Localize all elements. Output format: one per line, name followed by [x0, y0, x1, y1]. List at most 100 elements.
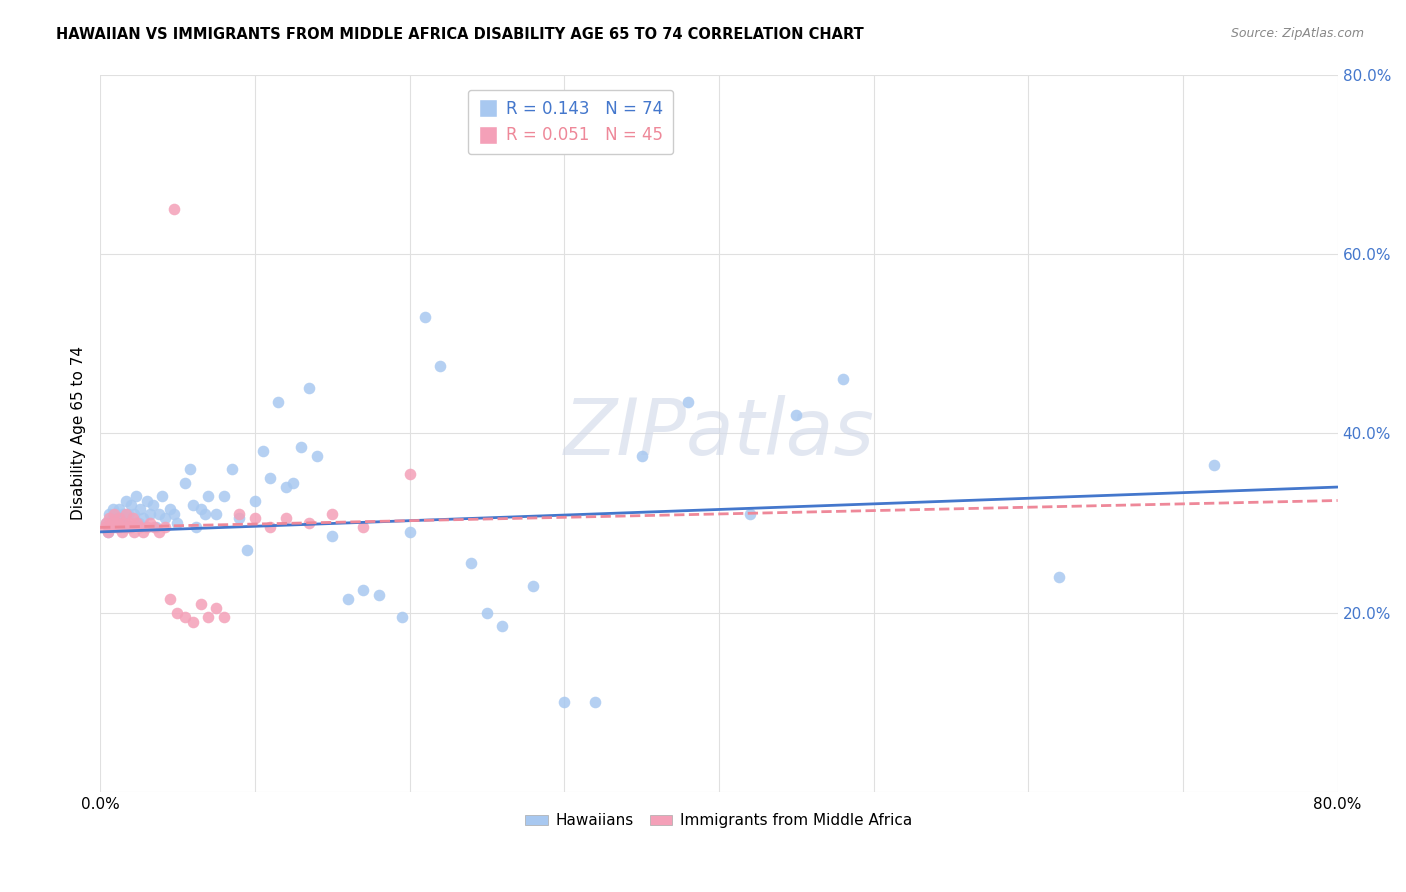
Point	[135, 493, 157, 508]
Point	[150, 489, 173, 503]
Point	[128, 516, 150, 530]
Point	[101, 511, 124, 525]
Point	[132, 511, 155, 525]
Point	[138, 507, 160, 521]
Point	[630, 449, 652, 463]
Point	[181, 498, 204, 512]
Point	[1047, 570, 1070, 584]
Point	[132, 524, 155, 539]
Point	[96, 516, 118, 530]
Point	[112, 516, 135, 530]
Point	[104, 520, 127, 534]
Point	[228, 511, 250, 525]
Point	[190, 502, 212, 516]
Point	[321, 507, 343, 521]
Point	[115, 493, 138, 508]
Point	[163, 507, 186, 521]
Text: HAWAIIAN VS IMMIGRANTS FROM MIDDLE AFRICA DISABILITY AGE 65 TO 74 CORRELATION CH: HAWAIIAN VS IMMIGRANTS FROM MIDDLE AFRIC…	[56, 27, 865, 42]
Point	[107, 502, 129, 516]
Point	[184, 520, 207, 534]
Point	[148, 507, 170, 521]
Point	[125, 489, 148, 503]
Point	[117, 507, 139, 521]
Point	[98, 507, 121, 521]
Point	[110, 511, 132, 525]
Point	[105, 516, 128, 530]
Point	[166, 516, 188, 530]
Point	[228, 507, 250, 521]
Point	[142, 498, 165, 512]
Point	[98, 511, 121, 525]
Point	[205, 601, 228, 615]
Point	[298, 381, 321, 395]
Point	[274, 480, 297, 494]
Point	[676, 395, 699, 409]
Point	[553, 695, 575, 709]
Point	[398, 524, 420, 539]
Point	[145, 520, 167, 534]
Point	[181, 615, 204, 629]
Point	[398, 467, 420, 481]
Point	[121, 511, 143, 525]
Point	[212, 610, 235, 624]
Point	[111, 524, 134, 539]
Point	[122, 507, 145, 521]
Point	[97, 524, 120, 539]
Point	[267, 395, 290, 409]
Point	[107, 511, 129, 525]
Text: ZIPatlas: ZIPatlas	[564, 395, 875, 471]
Point	[522, 579, 544, 593]
Point	[97, 524, 120, 539]
Point	[103, 516, 125, 530]
Point	[104, 507, 127, 521]
Point	[135, 520, 157, 534]
Point	[738, 507, 761, 521]
Point	[252, 444, 274, 458]
Point	[243, 493, 266, 508]
Point	[174, 610, 197, 624]
Point	[96, 516, 118, 530]
Point	[110, 520, 132, 534]
Legend: Hawaiians, Immigrants from Middle Africa: Hawaiians, Immigrants from Middle Africa	[519, 807, 918, 835]
Point	[194, 507, 217, 521]
Point	[118, 520, 141, 534]
Point	[259, 471, 281, 485]
Point	[179, 462, 201, 476]
Point	[143, 520, 166, 534]
Point	[1202, 458, 1225, 472]
Point	[163, 202, 186, 216]
Point	[831, 372, 853, 386]
Point	[100, 520, 122, 534]
Point	[243, 511, 266, 525]
Point	[129, 520, 152, 534]
Point	[94, 520, 117, 534]
Point	[127, 516, 149, 530]
Point	[321, 529, 343, 543]
Point	[112, 507, 135, 521]
Point	[236, 542, 259, 557]
Point	[274, 511, 297, 525]
Point	[148, 524, 170, 539]
Point	[475, 606, 498, 620]
Point	[460, 556, 482, 570]
Point	[352, 520, 374, 534]
Point	[197, 489, 219, 503]
Point	[785, 409, 807, 423]
Point	[105, 520, 128, 534]
Point	[122, 524, 145, 539]
Point	[118, 516, 141, 530]
Point	[583, 695, 606, 709]
Point	[212, 489, 235, 503]
Point	[159, 592, 181, 607]
Point	[129, 502, 152, 516]
Point	[153, 520, 176, 534]
Point	[114, 516, 136, 530]
Point	[259, 520, 281, 534]
Point	[367, 588, 389, 602]
Point	[283, 475, 305, 490]
Point	[159, 502, 181, 516]
Point	[352, 583, 374, 598]
Point	[190, 597, 212, 611]
Point	[290, 440, 312, 454]
Point	[429, 359, 451, 373]
